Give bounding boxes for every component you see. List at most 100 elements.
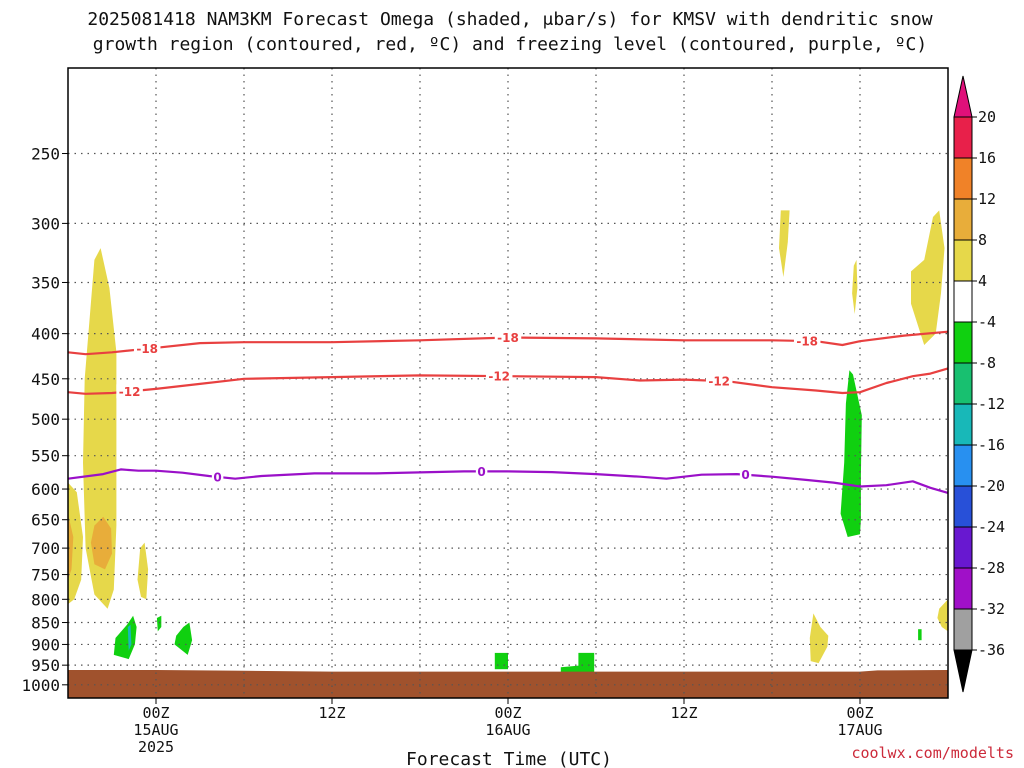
contour-line <box>67 468 949 494</box>
y-tick-label: 350 <box>31 273 60 292</box>
ground-surface <box>68 670 948 698</box>
colorbar-segment <box>953 485 973 528</box>
omega-yellow-right-4 <box>809 613 829 664</box>
omega-green-right-1 <box>840 370 862 537</box>
colorbar-label: 20 <box>978 108 996 126</box>
colorbar-label: -8 <box>978 354 996 372</box>
colorbar-label: -36 <box>978 641 1005 659</box>
colorbar-segment <box>953 198 973 241</box>
y-tick-label: 450 <box>31 370 60 389</box>
omega-green-mid-1 <box>494 652 508 670</box>
y-tick-label: 550 <box>31 447 60 466</box>
omega-green-left-3 <box>174 622 193 655</box>
colorbar-label: 12 <box>978 190 996 208</box>
omega-yellow-right-1 <box>779 210 790 277</box>
omega-yellow-patch-far-left <box>68 482 83 605</box>
omega-green-right-2 <box>918 629 922 641</box>
colorbar-segment <box>953 157 973 200</box>
contour-label: -18 <box>136 342 158 356</box>
colorbar-top-arrow <box>953 75 973 118</box>
omega-yellow-right-2 <box>852 259 858 314</box>
colorbar-segment <box>953 567 973 610</box>
contour-label-bg <box>485 369 513 384</box>
omega-green-left-2 <box>156 615 162 632</box>
chart-title-line2: growth region (contoured, red, ºC) and f… <box>93 34 927 55</box>
contour-label: -12 <box>488 370 510 384</box>
y-tick-label: 950 <box>31 656 60 675</box>
omega-orange-patch-far-left <box>68 513 74 580</box>
omega-orange-patch-left <box>90 516 112 570</box>
x-tick-label: 12Z <box>670 704 697 722</box>
omega-yellow-right-3 <box>911 210 945 345</box>
y-tick-label: 700 <box>31 539 60 558</box>
contour-line <box>67 367 949 395</box>
colorbar-segment <box>953 526 973 569</box>
y-tick-label: 650 <box>31 511 60 530</box>
x-tick-label: 17AUG <box>837 721 882 739</box>
contour-label-bg <box>211 469 224 484</box>
x-tick-label: 16AUG <box>485 721 530 739</box>
y-tick-label: 1000 <box>21 676 60 695</box>
omega-yellow-column-left <box>83 248 117 609</box>
colorbar-label: -20 <box>978 477 1005 495</box>
omega-yellow-small-left <box>137 542 149 600</box>
y-tick-label: 250 <box>31 145 60 164</box>
credit-text: coolwx.com/modelts <box>851 744 1014 762</box>
y-tick-label: 900 <box>31 635 60 654</box>
colorbar-label: -24 <box>978 518 1005 536</box>
x-tick-label: 15AUG <box>133 721 178 739</box>
y-tick-label: 750 <box>31 566 60 585</box>
omega-shading-layer <box>68 210 948 677</box>
colorbar-segment <box>953 608 973 651</box>
x-tick-label: 12Z <box>318 704 345 722</box>
contour-label-bg <box>494 330 522 345</box>
grid-lines <box>68 68 948 698</box>
colorbar-label: -32 <box>978 600 1005 618</box>
colorbar-segment <box>953 239 973 282</box>
x-tick-label: 2025 <box>138 738 174 756</box>
omega-yellow-right-5 <box>937 599 948 632</box>
colorbar-segment <box>953 362 973 405</box>
contour-label: -18 <box>497 331 519 345</box>
colorbar-label: 8 <box>978 231 987 249</box>
colorbar-segment <box>953 403 973 446</box>
contour-label-bg <box>133 341 161 356</box>
contour-label: 0 <box>741 468 749 482</box>
contour-label-bg <box>116 384 143 399</box>
contour-label-bg <box>739 467 752 482</box>
y-tick-label: 400 <box>31 325 60 344</box>
x-tick-label: 00Z <box>846 704 873 722</box>
y-tick-label: 500 <box>31 410 60 429</box>
chart-title-line1: 2025081418 NAM3KM Forecast Omega (shaded… <box>87 9 932 30</box>
omega-green-left-1 <box>113 615 137 660</box>
contour-label: 0 <box>213 470 221 484</box>
colorbar-segment <box>953 116 973 159</box>
y-axis-pressure-ticks: 250 300 350 400 450 500 550 600 650 700 750 800 850 9… <box>21 145 68 695</box>
contour-label: 0 <box>477 465 485 479</box>
y-tick-label: 600 <box>31 480 60 499</box>
colorbar: 20 16 12 8 4 -4 -8 -12 -16 -20 -24 -28 -32 -36 <box>953 75 1005 693</box>
colorbar-label: -12 <box>978 395 1005 413</box>
contour-layer: -18 -18 -18 -12 -12 -12 0 0 0 <box>67 330 949 494</box>
x-tick-label: 00Z <box>494 704 521 722</box>
colorbar-bottom-arrow <box>953 649 973 693</box>
y-tick-label: 300 <box>31 214 60 233</box>
colorbar-label: -4 <box>978 313 996 331</box>
contour-label: -12 <box>708 374 730 388</box>
omega-teal-left-1 <box>127 624 132 651</box>
colorbar-segment <box>953 444 973 487</box>
colorbar-label: 4 <box>978 272 987 290</box>
contour-label-bg <box>705 373 733 388</box>
contour-label-bg <box>793 334 821 349</box>
y-tick-label: 850 <box>31 614 60 633</box>
contour-label-bg <box>475 464 488 479</box>
colorbar-label: -16 <box>978 436 1005 454</box>
x-axis-label: Forecast Time (UTC) <box>406 749 612 768</box>
plot-area: -18 -18 -18 -12 -12 -12 0 0 0 <box>67 67 949 699</box>
colorbar-segment <box>953 321 973 364</box>
y-tick-label: 800 <box>31 590 60 609</box>
colorbar-label: -28 <box>978 559 1005 577</box>
contour-label: -18 <box>796 335 818 349</box>
